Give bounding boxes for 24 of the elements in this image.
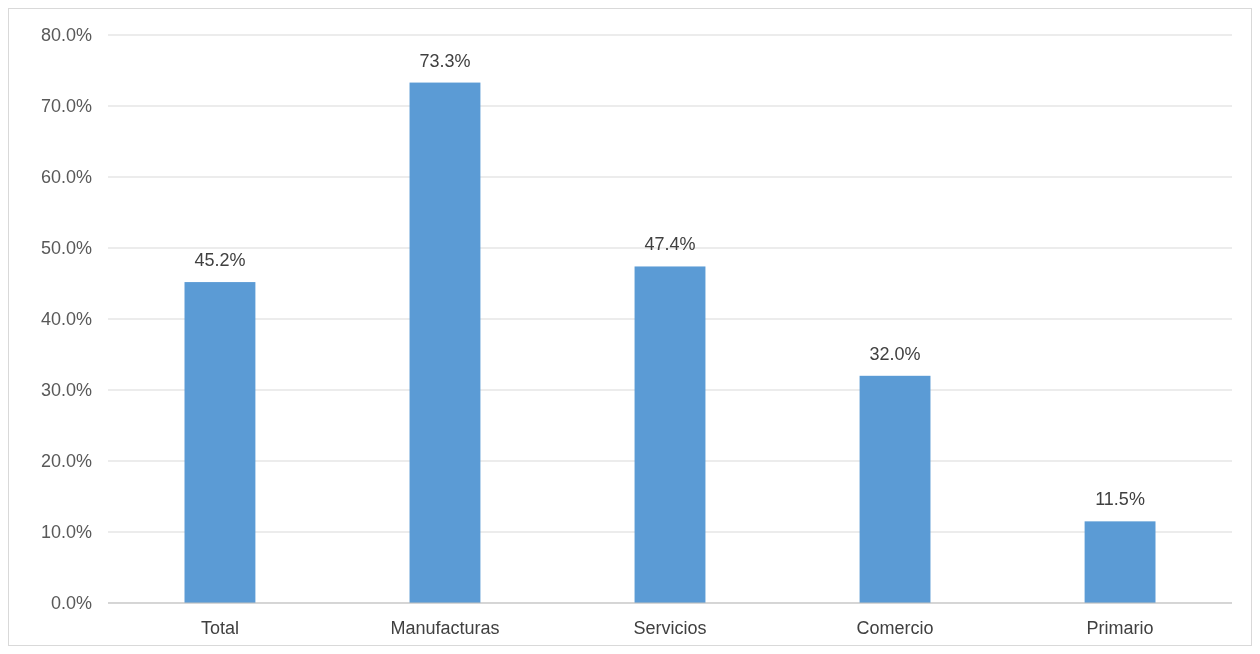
data-label: 32.0%	[869, 343, 921, 364]
y-tick-label: 70.0%	[40, 96, 92, 117]
y-tick-label: 0.0%	[50, 593, 92, 614]
data-label: 47.4%	[644, 234, 696, 255]
bar	[634, 266, 706, 603]
data-label: 11.5%	[1095, 489, 1145, 510]
y-tick-label: 80.0%	[40, 25, 92, 46]
x-tick-label: Primario	[1086, 618, 1154, 638]
x-tick-label: Total	[200, 618, 239, 638]
y-tick-label: 40.0%	[40, 309, 92, 330]
x-tick-label: Comercio	[856, 618, 934, 638]
y-tick-label: 10.0%	[40, 522, 92, 543]
bar	[184, 282, 256, 603]
x-tick-label: Manufacturas	[390, 618, 500, 638]
data-label: 45.2%	[194, 250, 246, 271]
bar	[1084, 521, 1156, 603]
y-tick-label: 50.0%	[40, 238, 92, 259]
y-tick-label: 60.0%	[40, 167, 92, 188]
bar	[409, 82, 481, 603]
data-label: 73.3%	[419, 50, 471, 71]
y-tick-label: 30.0%	[40, 380, 92, 401]
x-tick-label: Servicios	[633, 618, 707, 638]
bar	[859, 375, 931, 603]
y-tick-label: 20.0%	[40, 451, 92, 472]
